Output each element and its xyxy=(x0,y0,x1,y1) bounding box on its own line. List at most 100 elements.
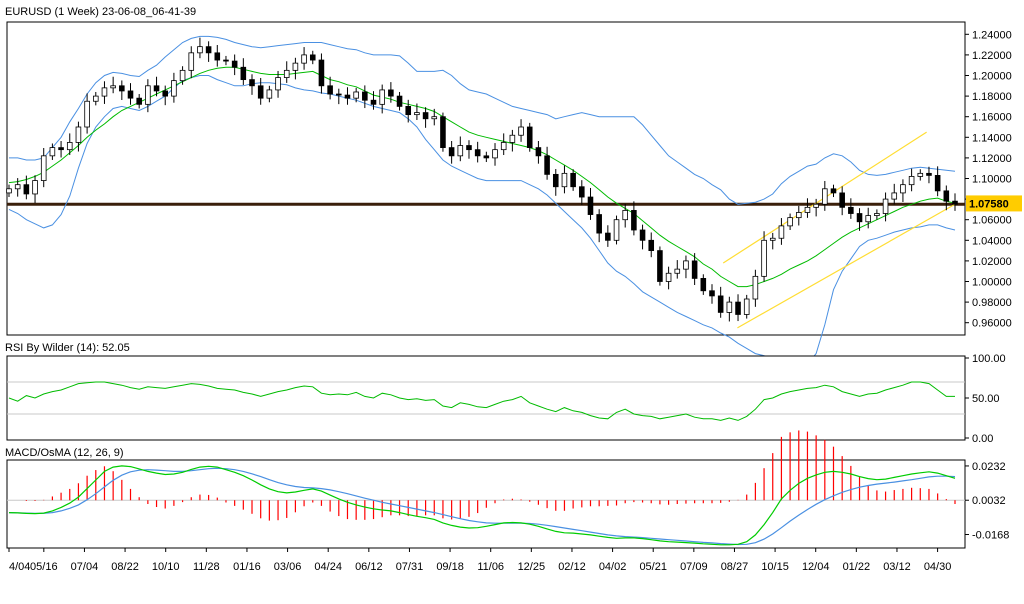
candle-body xyxy=(726,301,733,313)
candle-body xyxy=(795,212,802,219)
macd-pane: MACD/OsMA (12, 26, 9) 0.0232 0.0032 -0.016… xyxy=(5,430,1009,549)
candle-body xyxy=(431,116,438,120)
candle-body xyxy=(205,46,212,54)
time-axis-label: 4/04 xyxy=(9,561,30,573)
candle-body xyxy=(648,239,655,252)
candle-body xyxy=(136,97,142,105)
rsi-axis: 100.00 50.00 0.00 xyxy=(965,353,1006,445)
candle-body xyxy=(257,85,264,99)
candle-body xyxy=(396,95,403,107)
candle-body xyxy=(492,149,498,159)
macd-axis-label: -0.0168 xyxy=(972,530,1009,542)
candle-body xyxy=(570,172,576,188)
candle xyxy=(197,37,203,59)
candle xyxy=(440,112,446,152)
candle xyxy=(596,209,602,243)
candle xyxy=(58,141,64,158)
candle-body xyxy=(657,250,663,282)
price-plot xyxy=(6,35,965,367)
candle-body xyxy=(75,126,82,143)
candle-body xyxy=(362,91,368,101)
candle-body xyxy=(110,85,116,89)
time-axis-label: 01/16 xyxy=(233,561,261,573)
candle-body xyxy=(14,184,21,190)
candle-body xyxy=(500,142,507,151)
candle xyxy=(275,70,281,98)
candle xyxy=(292,57,299,80)
candle xyxy=(570,169,576,191)
candle xyxy=(66,133,73,156)
candle-body xyxy=(934,175,941,192)
candle xyxy=(396,91,403,111)
bollinger-middle-line xyxy=(8,66,956,288)
candle-body xyxy=(882,198,889,214)
candle xyxy=(327,76,333,100)
candle-body xyxy=(509,134,516,143)
candle xyxy=(75,121,82,152)
candle-body xyxy=(240,66,247,81)
time-axis-label: 04/02 xyxy=(599,561,627,573)
time-axis-label: 01/22 xyxy=(843,561,871,573)
candle-body xyxy=(162,90,169,97)
candle xyxy=(457,136,464,162)
price-title: EURUSD (1 Week) 23-06-08_06-41-39 xyxy=(5,6,196,18)
candle-body xyxy=(370,99,377,105)
time-axis-label: 11/28 xyxy=(193,561,220,573)
candle xyxy=(483,151,490,163)
candle xyxy=(509,129,516,152)
candle xyxy=(726,296,733,322)
candle-body xyxy=(353,91,359,99)
candle xyxy=(743,294,750,319)
candle-body xyxy=(952,200,958,205)
candle xyxy=(587,187,594,220)
time-axis-label: 04/24 xyxy=(314,561,342,573)
candle-body xyxy=(778,225,785,239)
candle xyxy=(648,232,655,258)
candle-body xyxy=(405,106,412,116)
candle xyxy=(752,269,759,307)
candle xyxy=(205,41,212,62)
time-axis-label: 09/18 xyxy=(436,561,464,573)
candle xyxy=(839,186,845,216)
candle-body xyxy=(40,155,47,181)
candle xyxy=(145,79,151,113)
candle xyxy=(769,232,776,250)
time-axis-label: 06/12 xyxy=(355,561,383,573)
candle-body xyxy=(474,149,481,157)
time-axis-label: 07/31 xyxy=(396,561,424,573)
candle xyxy=(257,77,264,105)
candle-body xyxy=(101,87,108,97)
candle xyxy=(822,180,828,211)
candle xyxy=(6,184,12,198)
candle-body xyxy=(23,184,30,195)
candle-body xyxy=(422,112,429,120)
candle xyxy=(613,215,620,245)
candle-body xyxy=(900,184,906,194)
rsi-title: RSI By Wilder (14): 52.05 xyxy=(5,342,130,354)
candle xyxy=(691,253,698,286)
candle xyxy=(32,175,38,204)
price-axis-label: 1.10000 xyxy=(972,174,1012,186)
candle xyxy=(127,83,134,105)
bollinger-upper-line xyxy=(9,35,956,205)
candle-body xyxy=(752,275,759,300)
candle-body xyxy=(691,260,698,279)
candle xyxy=(336,88,342,105)
macd-line xyxy=(8,465,956,546)
price-axis-label: 1.22000 xyxy=(972,50,1012,62)
time-axis-label: 12/25 xyxy=(518,561,546,573)
time-axis-label: 07/09 xyxy=(680,561,708,573)
candle xyxy=(171,72,177,103)
rsi-axis-label: 100.00 xyxy=(972,353,1006,365)
candle-body xyxy=(119,85,125,92)
candle-body xyxy=(848,206,854,214)
candle xyxy=(891,183,898,205)
candle xyxy=(110,76,116,94)
time-axis-label: 10/10 xyxy=(152,561,180,573)
candle xyxy=(405,99,412,123)
candle-body xyxy=(197,46,203,54)
candle xyxy=(934,166,941,197)
candle xyxy=(162,85,169,106)
time-axis-label: 05/21 xyxy=(639,561,667,573)
